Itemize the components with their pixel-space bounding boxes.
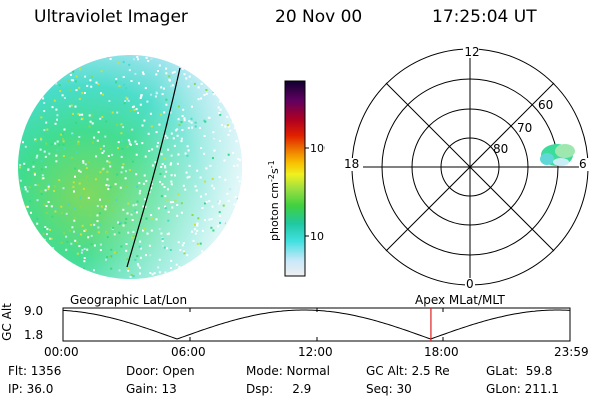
timeline-ytick-high: 9.0 [24,304,44,318]
colorbar-tick-10: 10 [310,230,324,243]
timeline-ytick-low: 1.8 [24,328,44,342]
timeline-left-label: Geographic Lat/Lon [70,293,188,307]
time-tick-0600: 06:00 [171,345,206,359]
terminator-line [126,67,181,268]
mlt-label-18: 18 [344,157,359,171]
noise-speckle [18,55,242,279]
auroral-patch [540,144,575,166]
status-ip: IP: 36.0 [8,382,54,396]
lat-label-60: 60 [538,98,553,112]
polar-mlt-plot: 12 18 6 0 60 70 80 [343,45,591,291]
mlt-label-0: 0 [466,277,474,291]
instrument-title: Ultraviolet Imager [34,7,188,27]
observation-date: 20 Nov 00 [275,7,363,27]
time-tick-2359: 23:59 [554,345,589,359]
earth-disk-image [18,55,242,279]
status-gain: Gain: 13 [126,382,177,396]
status-gc-alt: GC Alt: 2.5 Re [366,364,450,378]
colorbar-unit-label: photon cm-2s-1 [267,160,281,241]
colorbar: 100 10 photon cm-2s-1 [267,80,325,277]
status-flight: Flt: 1356 [8,364,62,378]
status-door: Door: Open [126,364,195,378]
time-tick-1800: 18:00 [424,345,459,359]
time-tick-0000: 00:00 [44,345,79,359]
lat-label-70: 70 [517,121,532,135]
mlt-label-12: 12 [464,45,479,59]
orbit-altitude-timeline [62,307,571,342]
status-glat: GLat: 59.8 [486,364,553,378]
status-dsp: Dsp: 2.9 [246,382,312,396]
colorbar-tick-100: 100 [310,142,325,155]
time-tick-1200: 12:00 [298,345,333,359]
status-seq: Seq: 30 [366,382,412,396]
polar-diagonal-b [385,82,555,252]
disk-emission [18,55,242,279]
mlt-label-6: 6 [579,157,587,171]
colorbar-scale [284,80,306,277]
status-mode: Mode: Normal [246,364,330,378]
orbit-altitude-curve [62,309,571,340]
lat-label-80: 80 [493,142,508,156]
observation-time: 17:25:04 UT [432,7,537,27]
status-glon: GLon: 211.1 [486,382,559,396]
timeline-frame [62,307,571,342]
timeline-right-label: Apex MLat/MLT [415,293,505,307]
